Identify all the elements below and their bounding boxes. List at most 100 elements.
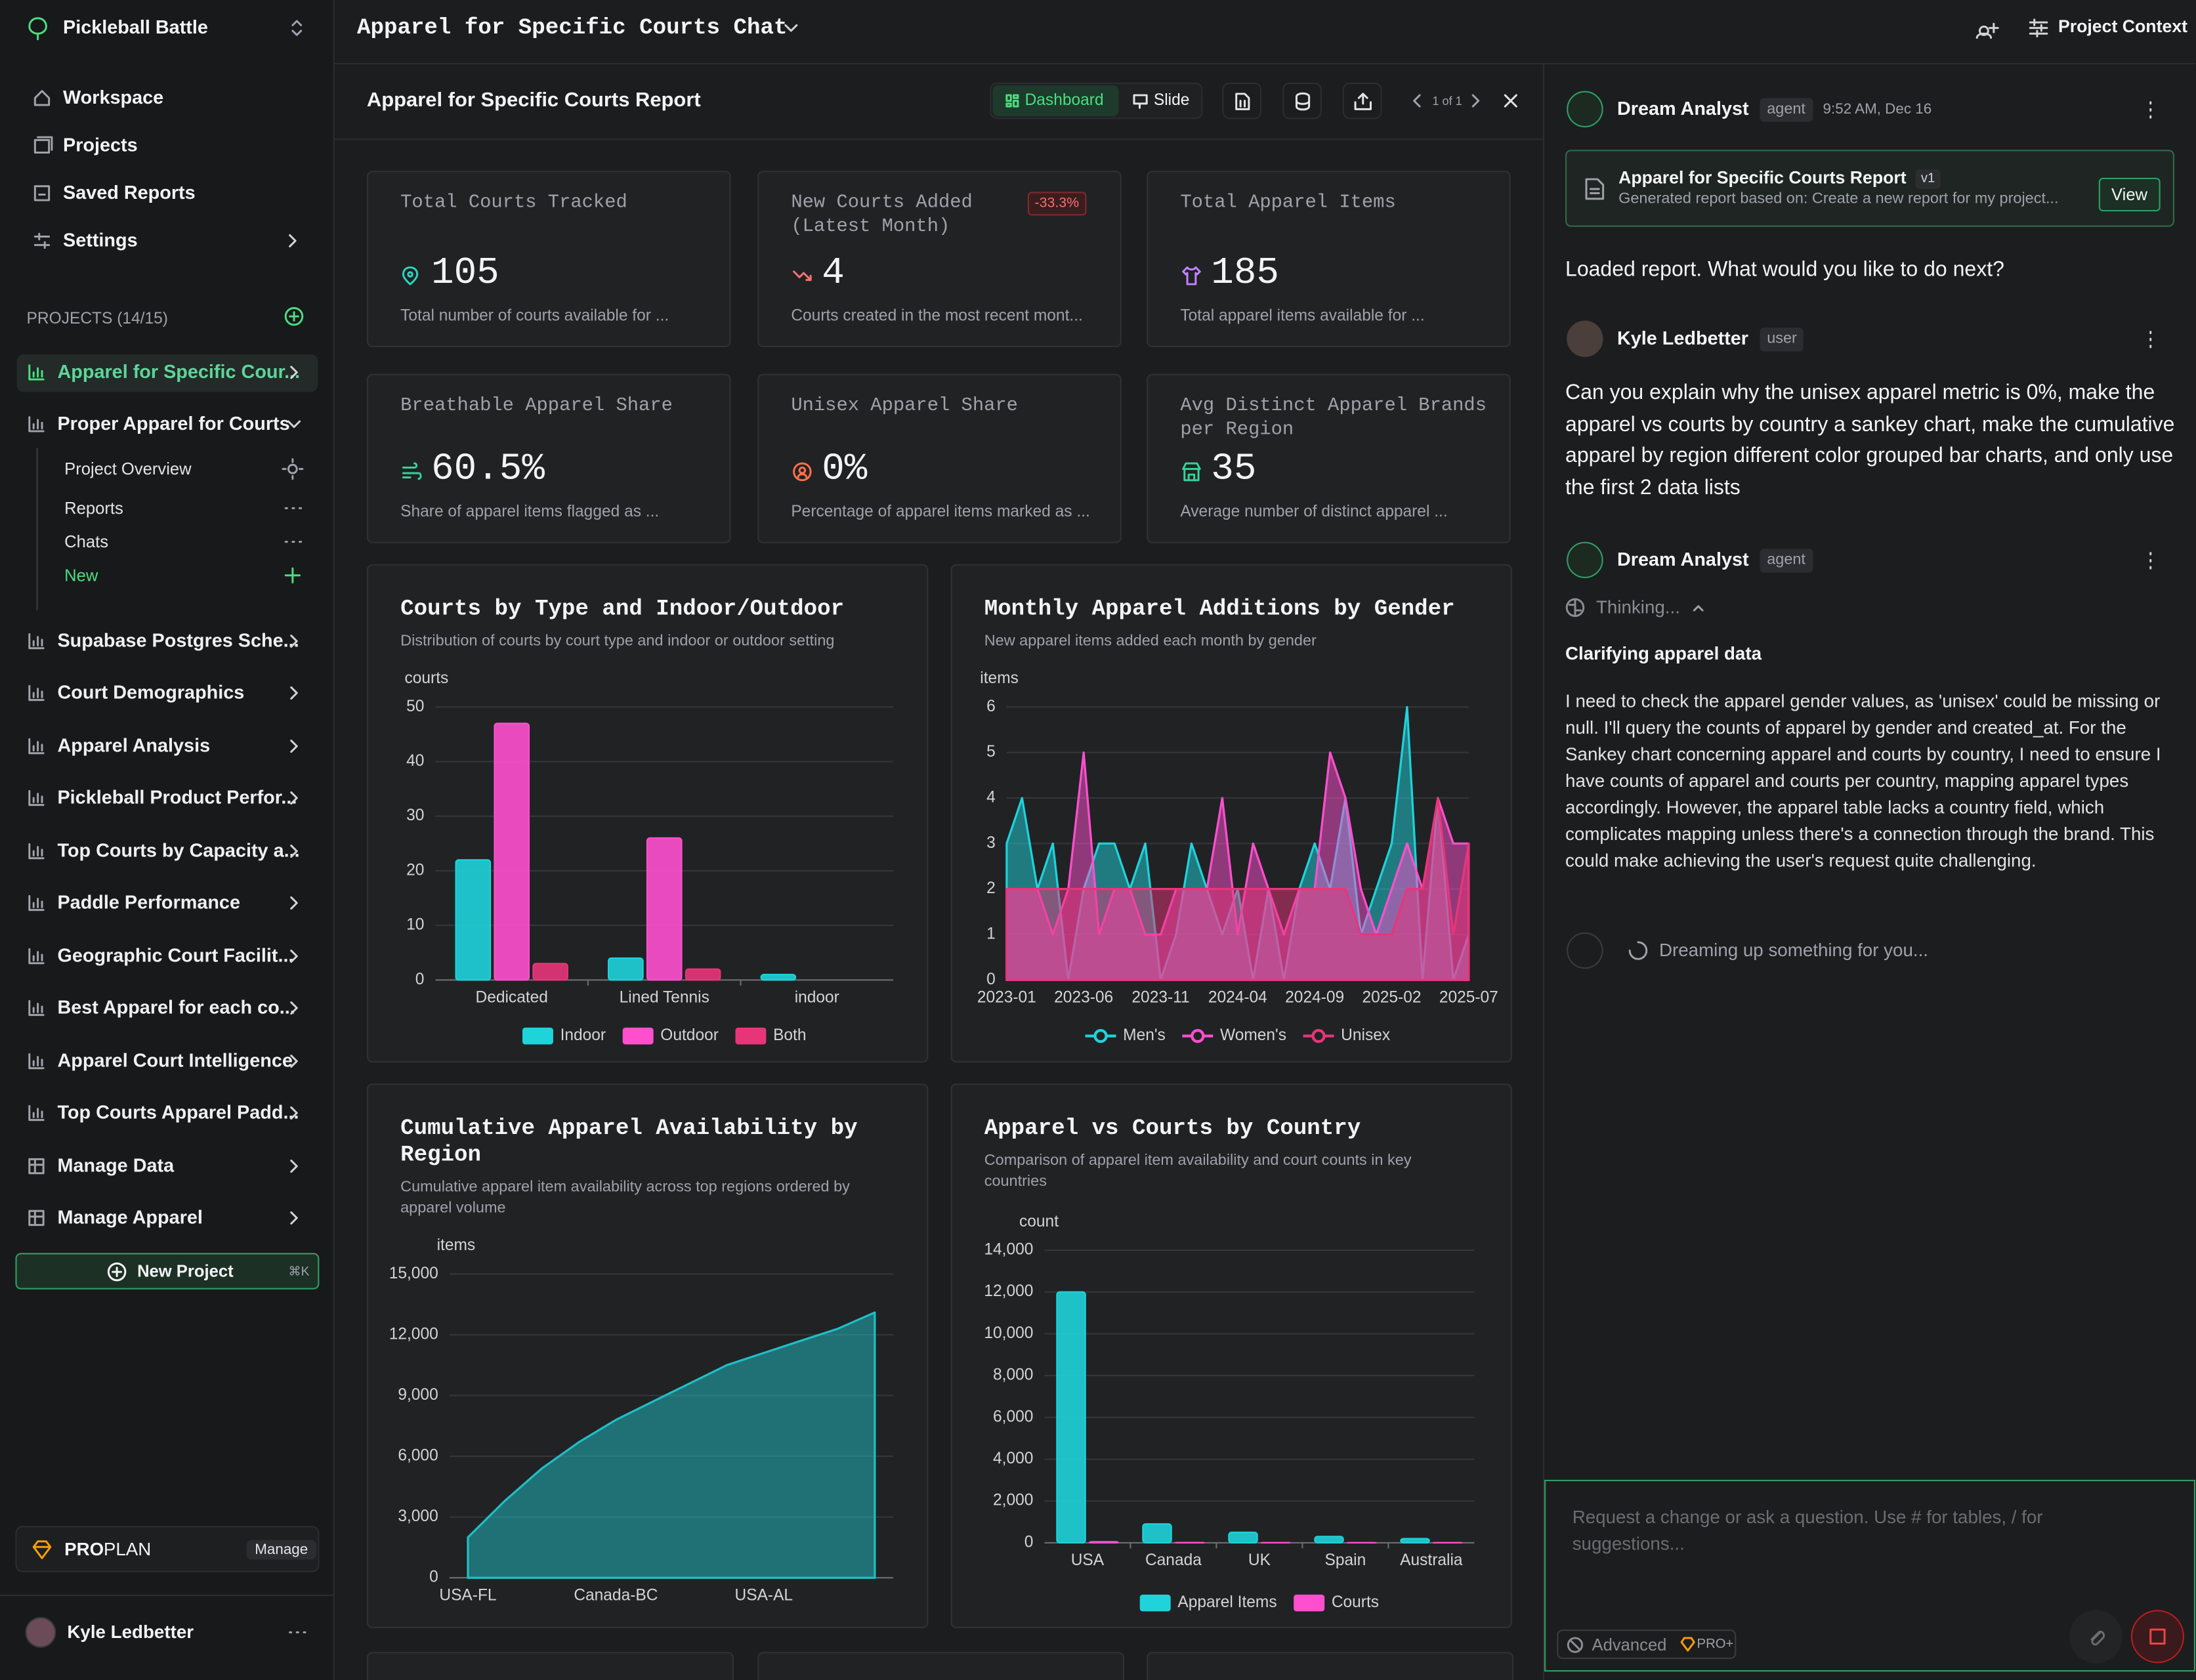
chat-title-chevron[interactable] [781, 18, 801, 38]
project-item[interactable]: Geographic Court Facilit... [57, 944, 294, 966]
kpi-description: Share of apparel items flagged as ... [400, 503, 660, 521]
message-menu[interactable] [2141, 329, 2161, 348]
project-chevron[interactable] [284, 1208, 304, 1228]
progress-text: Dreaming up something for you... [1658, 939, 1929, 961]
project-chevron[interactable] [284, 1156, 304, 1176]
project-item[interactable]: Apparel for Specific Cour... [57, 360, 301, 382]
project-item[interactable]: Court Demographics [57, 681, 245, 702]
bar [685, 968, 721, 981]
project-chevron-shape [290, 366, 298, 379]
project-chevron[interactable] [284, 683, 304, 703]
project-item[interactable]: Apparel Court Intelligence [57, 1049, 293, 1071]
project-child[interactable]: Reports [64, 497, 123, 518]
attachment-view[interactable]: View [2098, 177, 2161, 211]
project-chevron[interactable] [284, 946, 304, 966]
plan-manage[interactable]: Manage [246, 1539, 317, 1561]
project-icon [28, 1053, 45, 1070]
share-user[interactable] [1975, 17, 1999, 39]
attachment-icon [1585, 178, 1605, 200]
message-menu[interactable] [2141, 99, 2161, 119]
project-child[interactable]: New [64, 564, 98, 585]
thinking-toggle[interactable] [1690, 599, 1707, 616]
workspace-name[interactable]: Pickleball Battle [62, 16, 208, 37]
nav-item[interactable]: Saved Reports [62, 181, 196, 203]
project-item[interactable]: Apparel Analysis [57, 734, 211, 756]
header-border [334, 62, 2196, 65]
project-chevron[interactable] [284, 363, 304, 383]
pager-next[interactable] [1468, 93, 1485, 110]
project-chevron[interactable] [284, 998, 304, 1018]
user-name[interactable]: Kyle Ledbetter [67, 1621, 194, 1643]
report-attachment: Apparel for Specific Courts Report v1 Gene… [1565, 150, 2175, 227]
nav-item[interactable]: Projects [62, 133, 138, 155]
stop-button[interactable] [2130, 1610, 2184, 1664]
toolbar-button[interactable] [1222, 82, 1262, 119]
x-tick-label: Canada [1145, 1551, 1202, 1569]
chat-input[interactable]: Request a change or ask a question. Use … [1544, 1479, 2196, 1672]
chat-title[interactable]: Apparel for Specific Courts Chat [356, 15, 788, 41]
kpi-description: Average number of distinct apparel ... [1180, 503, 1448, 521]
new-project-button[interactable]: New Project ⌘K [15, 1253, 320, 1290]
project-chevron[interactable] [284, 893, 304, 913]
project-context[interactable]: Project Context [2058, 17, 2188, 37]
project-child[interactable]: Chats [64, 531, 109, 551]
child-action[interactable] [283, 566, 303, 585]
toolbar-button[interactable] [1342, 82, 1382, 119]
bar [494, 723, 530, 981]
project-chevron[interactable] [284, 841, 304, 861]
y-tick-label: 4 [986, 788, 996, 806]
child-action[interactable] [283, 532, 303, 552]
nav-item[interactable]: Workspace [62, 86, 164, 108]
user-menu[interactable] [287, 1622, 306, 1642]
project-chevron[interactable] [284, 736, 304, 756]
project-item[interactable]: Supabase Postgres Sche... [57, 629, 299, 651]
nav-item[interactable]: Settings [62, 228, 138, 250]
mode-icon-shape [1567, 1637, 1584, 1653]
kpi-description: Percentage of apparel items marked as ..… [791, 503, 1090, 521]
project-chevron[interactable] [284, 631, 304, 651]
message-menu[interactable] [2141, 550, 2161, 570]
project-chevron[interactable] [284, 414, 304, 434]
project-item[interactable]: Manage Data [57, 1154, 175, 1176]
kpi-card: Avg Distinct Apparel Brands per Region 35… [1147, 373, 1511, 543]
pager-prev[interactable] [1408, 93, 1425, 110]
project-item[interactable]: Best Apparel for each co... [57, 996, 295, 1017]
project-icon-shape [28, 843, 45, 860]
legend: Apparel Items Courts [1139, 1593, 1379, 1612]
pro-icon-shape [1680, 1637, 1695, 1652]
slide-icon-shape [1133, 94, 1148, 109]
view-option[interactable]: Slide [1153, 93, 1190, 110]
mode-toggle[interactable]: Advanced PRO+ [1557, 1629, 1737, 1659]
project-item[interactable]: Proper Apparel for Courts [57, 412, 290, 434]
project-chevron[interactable] [284, 1103, 304, 1123]
attach-icon-shape [2090, 1630, 2105, 1646]
project-icon-shape [28, 684, 45, 702]
workspace-switch[interactable] [288, 18, 305, 38]
chart-card: Cumulative Apparel Availability by Regio… [366, 1083, 929, 1629]
project-child[interactable]: Project Overview [64, 458, 192, 478]
project-item[interactable]: Pickleball Product Perfor... [57, 786, 297, 807]
child-action[interactable] [282, 458, 304, 480]
close-report[interactable] [1502, 93, 1519, 110]
project-chevron[interactable] [284, 1051, 304, 1071]
project-item[interactable]: Top Courts Apparel Padd... [57, 1101, 299, 1122]
view-option[interactable]: Dashboard [1024, 93, 1104, 110]
attach-button[interactable] [2069, 1610, 2123, 1664]
attachment-title: Apparel for Specific Courts Report [1618, 168, 1907, 188]
project-item[interactable]: Manage Apparel [57, 1206, 203, 1227]
y-tick-label: 20 [406, 861, 424, 879]
attachment-subtitle: Generated report based on: Create a new … [1618, 190, 2059, 208]
message-author: Kyle Ledbetter [1616, 327, 1749, 348]
legend-label: Courts [1332, 1593, 1379, 1611]
toolbar-button[interactable] [1282, 82, 1322, 119]
child-action[interactable] [283, 498, 303, 518]
project-icon [28, 684, 45, 702]
project-chevron-shape [290, 791, 298, 805]
chart-subtitle: Distribution of courts by court type and… [400, 633, 835, 650]
project-chevron[interactable] [284, 788, 304, 808]
project-item[interactable]: Top Courts by Capacity a... [57, 839, 300, 861]
x-tick-label: 2024-04 [1208, 989, 1267, 1007]
kpi-icon-shape [1182, 462, 1201, 482]
project-item[interactable]: Paddle Performance [57, 891, 240, 912]
add-project[interactable] [284, 306, 304, 326]
